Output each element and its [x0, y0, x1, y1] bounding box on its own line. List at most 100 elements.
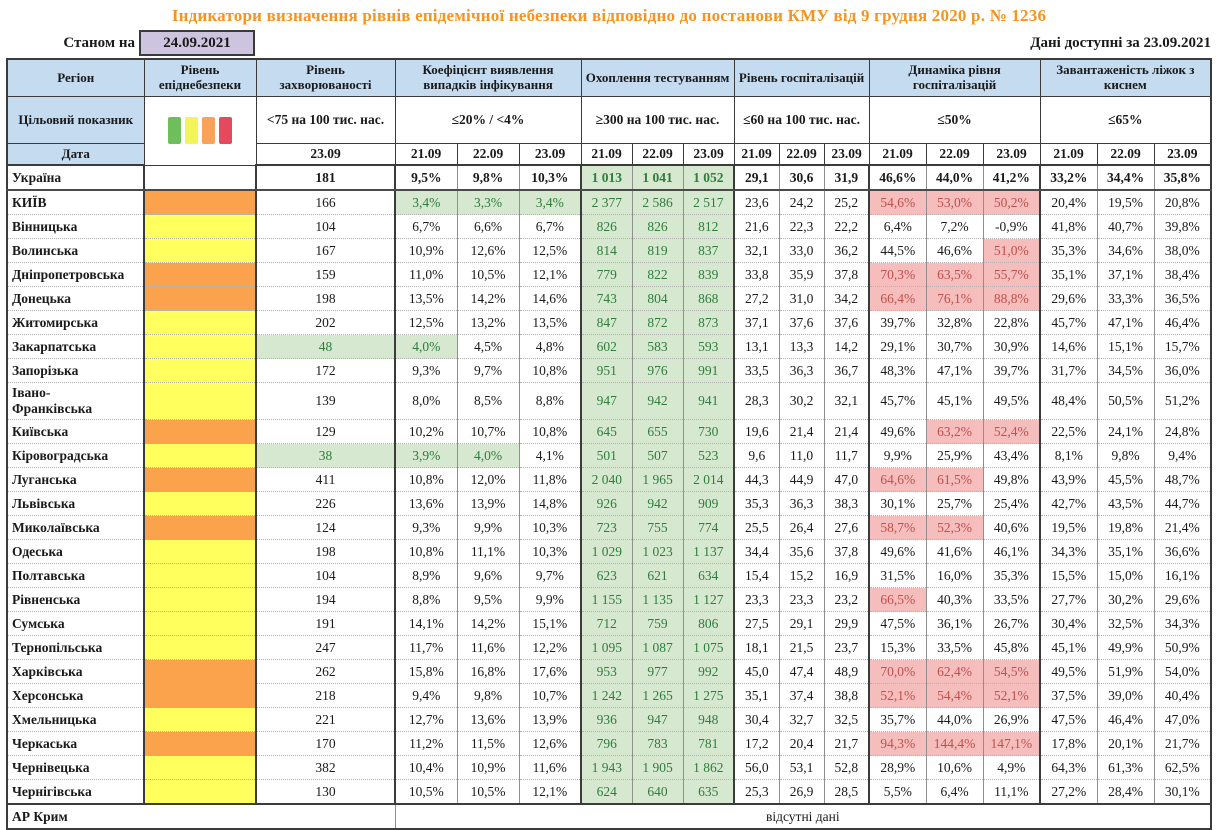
- dynamics-cell: 70,3%: [868, 262, 927, 287]
- dynamics-cell: 33,5%: [982, 587, 1041, 612]
- dynamics-cell: 55,7%: [982, 262, 1041, 287]
- hospitalization-cell: 35,3: [733, 491, 780, 516]
- oxygen-beds-cell: 45,7%: [1039, 310, 1098, 335]
- oxygen-beds-cell: 33,3%: [1096, 286, 1155, 311]
- oxygen-beds-cell: 36,0%: [1153, 358, 1212, 383]
- date-cell: 23.09: [255, 143, 396, 166]
- testing-cell: 806: [682, 611, 735, 636]
- testing-cell: 976: [631, 358, 684, 383]
- oxygen-beds-cell: 15,7%: [1153, 334, 1212, 359]
- oxygen-beds-cell: 24,8%: [1153, 419, 1212, 444]
- region-cell: Полтавська: [7, 563, 144, 588]
- detection-cell: 9,8%: [456, 164, 519, 191]
- testing-cell: 1 265: [631, 683, 684, 708]
- testing-cell: 941: [682, 382, 735, 420]
- dynamics-cell: 40,6%: [982, 515, 1041, 540]
- risk-level-cell: [143, 467, 256, 492]
- hospitalization-cell: 56,0: [733, 755, 780, 780]
- table-row: Миколаївська 124 9,3% 9,9% 10,3% 723 755 774 25,…: [7, 515, 1212, 540]
- dynamics-cell: 22,8%: [982, 310, 1041, 335]
- oxygen-beds-cell: 49,9%: [1096, 635, 1155, 660]
- oxygen-beds-cell: 35,1%: [1096, 539, 1155, 564]
- dynamics-cell: 44,5%: [868, 238, 927, 263]
- detection-cell: 10,9%: [456, 755, 519, 780]
- detection-cell: 10,8%: [394, 539, 457, 564]
- oxygen-beds-cell: 45,5%: [1096, 467, 1155, 492]
- hospitalization-cell: 27,5: [733, 611, 780, 636]
- table-row: Волинська 167 10,9% 12,6% 12,5% 814 819 837 32,1…: [7, 238, 1212, 263]
- detection-cell: 6,6%: [456, 214, 519, 239]
- hospitalization-cell: 21,5: [778, 635, 825, 660]
- hospitalization-cell: 26,9: [778, 779, 825, 804]
- risk-level-cell: [143, 310, 256, 335]
- testing-cell: 783: [631, 731, 684, 756]
- detection-cell: 6,7%: [394, 214, 457, 239]
- dynamics-cell: 41,2%: [982, 164, 1041, 191]
- testing-cell: 593: [682, 334, 735, 359]
- risk-level-cell: [143, 238, 256, 263]
- oxygen-beds-cell: 30,4%: [1039, 611, 1098, 636]
- oxygen-beds-cell: 30,2%: [1096, 587, 1155, 612]
- hospitalization-cell: 21,6: [733, 214, 780, 239]
- testing-cell: 992: [682, 659, 735, 684]
- testing-cell: 621: [631, 563, 684, 588]
- target-oxygen-beds: ≤65%: [1039, 96, 1212, 144]
- detection-cell: 9,5%: [456, 587, 519, 612]
- dynamics-cell: 16,0%: [925, 563, 984, 588]
- hospitalization-cell: 13,1: [733, 334, 780, 359]
- hospitalization-cell: 18,1: [733, 635, 780, 660]
- oxygen-beds-cell: 36,5%: [1153, 286, 1212, 311]
- hospitalization-cell: 31,9: [823, 164, 870, 191]
- table-row: Харківська 262 15,8% 16,8% 17,6% 953 977 992 45,…: [7, 659, 1212, 684]
- oxygen-beds-cell: 34,5%: [1096, 358, 1155, 383]
- target-hospitalization: ≤60 на 100 тис. нас.: [733, 96, 870, 144]
- hospitalization-cell: 32,7: [778, 707, 825, 732]
- risk-level-cell: [143, 683, 256, 708]
- testing-cell: 1 029: [580, 539, 633, 564]
- dynamics-cell: 47,5%: [868, 611, 927, 636]
- testing-cell: 1 137: [682, 539, 735, 564]
- dynamics-cell: 144,4%: [925, 731, 984, 756]
- date-cell: 22.09: [1096, 143, 1155, 166]
- detection-cell: 10,8%: [394, 467, 457, 492]
- incidence-cell: 198: [255, 286, 395, 311]
- date-cell: 22.09: [631, 143, 684, 166]
- detection-cell: 11,2%: [394, 731, 457, 756]
- detection-cell: 12,2%: [518, 635, 582, 660]
- incidence-cell: 198: [255, 539, 395, 564]
- detection-cell: 11,0%: [394, 262, 457, 287]
- risk-level-cell: [143, 539, 256, 564]
- incidence-cell: 38: [255, 443, 395, 468]
- testing-cell: 634: [682, 563, 735, 588]
- detection-cell: 4,1%: [518, 443, 582, 468]
- table-row: Тернопільська 247 11,7% 11,6% 12,2% 1 095 1 08…: [7, 635, 1212, 660]
- oxygen-beds-cell: 15,1%: [1096, 334, 1155, 359]
- risk-level-cell: [143, 286, 256, 311]
- dynamics-cell: 63,2%: [925, 419, 984, 444]
- dynamics-cell: 29,1%: [868, 334, 927, 359]
- dynamics-cell: 49,5%: [982, 382, 1041, 420]
- risk-level-cell: [143, 587, 256, 612]
- detection-cell: 17,6%: [518, 659, 582, 684]
- dynamics-cell: 49,6%: [868, 539, 927, 564]
- testing-cell: 812: [682, 214, 735, 239]
- testing-cell: 1 023: [631, 539, 684, 564]
- testing-cell: 743: [580, 286, 633, 311]
- testing-cell: 2 014: [682, 467, 735, 492]
- detection-cell: 13,6%: [456, 707, 519, 732]
- oxygen-beds-cell: 20,8%: [1153, 189, 1212, 215]
- region-cell: Львівська: [7, 491, 144, 516]
- detection-cell: 13,2%: [456, 310, 519, 335]
- hospitalization-cell: 52,8: [823, 755, 870, 780]
- detection-cell: 10,9%: [394, 238, 457, 263]
- oxygen-beds-cell: 44,7%: [1153, 491, 1212, 516]
- dynamics-cell: 15,3%: [868, 635, 927, 660]
- incidence-cell: 104: [255, 563, 395, 588]
- detection-cell: 14,2%: [456, 611, 519, 636]
- date-cell: 23.09: [1153, 143, 1212, 166]
- target-row-header: Цільовий показник: [6, 96, 145, 144]
- dynamics-cell: 41,6%: [925, 539, 984, 564]
- oxygen-beds-cell: 34,3%: [1039, 539, 1098, 564]
- hospitalization-cell: 22,3: [778, 214, 825, 239]
- group-header-incidence: Рівень захворюваності: [255, 58, 396, 97]
